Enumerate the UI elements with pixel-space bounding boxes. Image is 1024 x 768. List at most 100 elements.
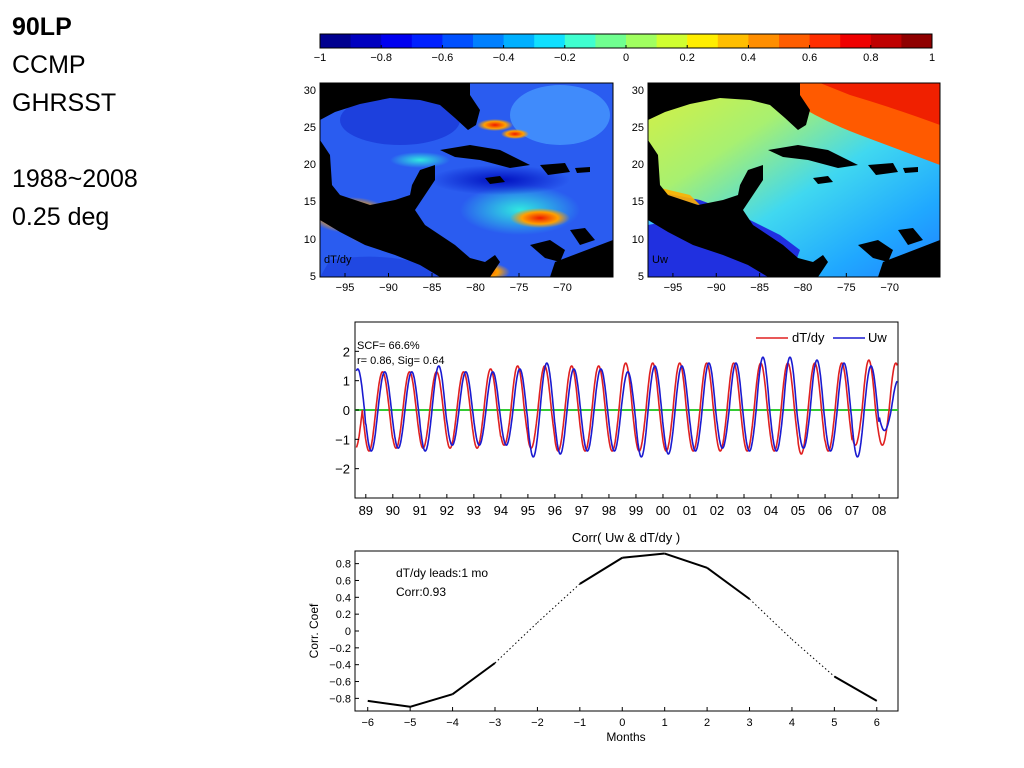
corr-segment — [367, 699, 411, 708]
corr-segment — [537, 583, 581, 623]
corr-x-tick-label: 4 — [789, 717, 795, 729]
ts-y-tick-label: 0 — [343, 403, 350, 418]
corr-y-tick-label: −0.8 — [329, 693, 351, 705]
corr-segment — [622, 552, 665, 559]
ts-y-tick-label: −1 — [335, 432, 350, 447]
corr-x-tick-label: 2 — [704, 717, 710, 729]
corr-segment — [833, 675, 878, 702]
corr-x-tick-label: 3 — [746, 717, 752, 729]
map-lon-tick: −85 — [750, 282, 769, 294]
corr-x-tick-label: −1 — [574, 717, 587, 729]
colorbar-cell — [595, 34, 627, 48]
map-lat-tick: 25 — [304, 122, 316, 134]
ts-x-tick-label: 00 — [656, 503, 670, 518]
map-lat-tick: 5 — [638, 271, 644, 283]
corr-segment — [494, 622, 538, 664]
correlation-line — [367, 552, 878, 708]
map-lon-tick: −95 — [664, 282, 683, 294]
ts-x-tick-label: 97 — [575, 503, 589, 518]
colorbar-cell — [534, 34, 566, 48]
map-lat-tick: 30 — [632, 85, 644, 97]
dataset-sst: GHRSST — [12, 89, 117, 117]
colorbar-cell — [717, 34, 749, 48]
map-lat-tick: 15 — [304, 196, 316, 208]
land-us-gulf-coast — [648, 83, 810, 130]
map-lon-tick: −75 — [837, 282, 856, 294]
series-line-dtdy — [355, 359, 898, 455]
scf-annotation: SCF= 66.6% — [357, 340, 420, 352]
map-lon-tick: −95 — [336, 282, 355, 294]
colorbar-cell — [473, 34, 504, 48]
corr-annotation: r= 0.86, Sig= 0.64 — [357, 355, 444, 367]
ts-x-tick-label: 91 — [413, 503, 427, 518]
map-lon-tick: −85 — [423, 282, 442, 294]
map-lon-tick: −90 — [707, 282, 726, 294]
timeseries-series — [355, 356, 898, 458]
colorbar-cell — [442, 34, 474, 48]
correlation-ticks: −6 −5 −4 −3 −2 −1 0 1 2 3 4 5 6 0.8 0.6 0.4 0.2 0 −0.2 −0.4… — [329, 559, 880, 729]
land-mexico-central-america — [648, 140, 828, 277]
corr-segment — [791, 639, 835, 677]
corr-x-tick-label: 6 — [874, 717, 880, 729]
ts-x-tick-label: 08 — [872, 503, 886, 518]
correlation-title: Corr( Uw & dT/dy ) — [572, 530, 680, 545]
map-lat-tick: 10 — [632, 234, 644, 246]
colorbar-tick-label: 0.2 — [680, 52, 695, 64]
x-axis-label: Months — [606, 730, 645, 744]
colorbar-tick-label: 0.4 — [741, 52, 756, 64]
ts-x-tick-label: 99 — [629, 503, 643, 518]
colorbar — [319, 33, 933, 49]
corr-segment — [409, 693, 453, 708]
timeseries-legend: dT/dy Uw — [756, 330, 887, 345]
ts-x-tick-label: 98 — [602, 503, 616, 518]
timeseries-chart: 89 90 91 92 93 94 95 96 97 98 99 00 01 02 03 04 05 06 07 08… — [335, 321, 899, 518]
colorbar-cell — [503, 34, 535, 48]
ts-x-tick-label: 94 — [494, 503, 508, 518]
land-cuba — [768, 145, 858, 168]
ts-x-tick-label: 90 — [386, 503, 400, 518]
corr-x-tick-label: −4 — [446, 717, 459, 729]
land-mexico-central-america — [320, 140, 500, 277]
colorbar-cell — [840, 34, 872, 48]
period-text: 1988~2008 — [12, 165, 138, 193]
ts-x-tick-label: 89 — [359, 503, 373, 518]
map-dtdy-label: dT/dy — [324, 254, 352, 266]
map-uw-label: Uw — [652, 254, 668, 266]
colorbar-cell — [411, 34, 443, 48]
corr-segment — [664, 552, 708, 569]
colorbar-cell — [870, 34, 902, 48]
colorbar-tick-label: −1 — [314, 52, 327, 64]
map-axis-ticks: 30 25 20 15 10 5 −95 −90 −85 −80 −75 −70 30 25 20 15 10 5… — [304, 85, 899, 294]
corr-y-tick-label: 0.6 — [336, 575, 351, 587]
map-lat-tick: 20 — [304, 159, 316, 171]
corr-y-tick-label: −0.4 — [329, 660, 351, 672]
map-lat-tick: 25 — [632, 122, 644, 134]
ts-x-tick-label: 93 — [467, 503, 481, 518]
colorbar-tick-label: −0.6 — [432, 52, 454, 64]
colorbar-cell — [687, 34, 719, 48]
colorbar-cell — [748, 34, 780, 48]
corr-y-tick-label: 0 — [345, 626, 351, 638]
corr-y-tick-label: −0.2 — [329, 643, 351, 655]
map-dtdy: dT/dy — [319, 82, 614, 278]
colorbar-tick-label: −0.4 — [493, 52, 515, 64]
colorbar-cell — [901, 34, 933, 48]
map-uw: Uw — [647, 82, 941, 278]
ts-x-tick-label: 06 — [818, 503, 832, 518]
corr-y-tick-label: −0.6 — [329, 677, 351, 689]
ts-x-tick-label: 05 — [791, 503, 805, 518]
slide-title: 90LP — [12, 13, 72, 41]
colorbar-cell — [350, 34, 382, 48]
colorbar-cell — [320, 34, 351, 48]
ts-x-tick-label: 95 — [521, 503, 535, 518]
land-cuba — [440, 145, 530, 168]
colorbar-tick-label: 0 — [623, 52, 629, 64]
corr-segment — [706, 567, 751, 600]
ts-x-tick-label: 92 — [440, 503, 454, 518]
corr-y-tick-label: 0.8 — [336, 559, 351, 571]
map-lon-tick: −80 — [466, 282, 485, 294]
ts-x-tick-label: 04 — [764, 503, 778, 518]
legend-label-dtdy: dT/dy — [792, 330, 825, 345]
map-lat-tick: 20 — [632, 159, 644, 171]
